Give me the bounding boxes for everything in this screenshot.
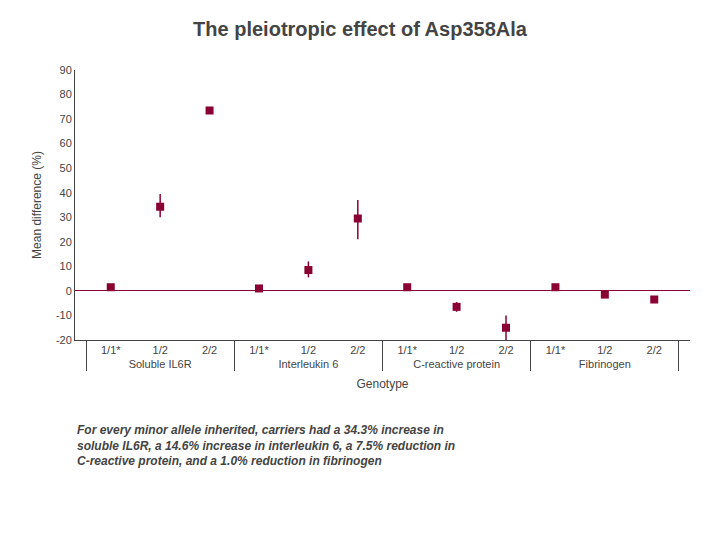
svg-text:10: 10 bbox=[60, 260, 72, 272]
svg-text:20: 20 bbox=[60, 236, 72, 248]
svg-text:Mean difference (%): Mean difference (%) bbox=[30, 151, 44, 259]
svg-text:1/2: 1/2 bbox=[597, 344, 612, 356]
svg-text:70: 70 bbox=[60, 113, 72, 125]
svg-text:60: 60 bbox=[60, 137, 72, 149]
svg-text:30: 30 bbox=[60, 211, 72, 223]
svg-text:Soluble IL6R: Soluble IL6R bbox=[129, 358, 192, 370]
svg-text:40: 40 bbox=[60, 187, 72, 199]
svg-text:1/2: 1/2 bbox=[449, 344, 464, 356]
svg-text:-20: -20 bbox=[56, 334, 72, 346]
svg-text:0: 0 bbox=[66, 285, 72, 297]
svg-text:1/1*: 1/1* bbox=[397, 344, 417, 356]
svg-text:2/2: 2/2 bbox=[498, 344, 513, 356]
svg-text:1/2: 1/2 bbox=[301, 344, 316, 356]
svg-text:80: 80 bbox=[60, 88, 72, 100]
svg-text:2/2: 2/2 bbox=[350, 344, 365, 356]
svg-text:50: 50 bbox=[60, 162, 72, 174]
svg-text:1/2: 1/2 bbox=[153, 344, 168, 356]
svg-text:C-reactive protein: C-reactive protein bbox=[413, 358, 500, 370]
svg-text:Genotype: Genotype bbox=[356, 377, 408, 391]
svg-text:1/1*: 1/1* bbox=[546, 344, 566, 356]
svg-text:Interleukin 6: Interleukin 6 bbox=[278, 358, 338, 370]
svg-text:2/2: 2/2 bbox=[647, 344, 662, 356]
svg-text:Fibrinogen: Fibrinogen bbox=[579, 358, 631, 370]
svg-text:1/1*: 1/1* bbox=[101, 344, 121, 356]
svg-text:The pleiotropic effect of Asp3: The pleiotropic effect of Asp358Ala bbox=[193, 18, 528, 40]
svg-text:-10: -10 bbox=[56, 309, 72, 321]
svg-text:2/2: 2/2 bbox=[202, 344, 217, 356]
svg-text:90: 90 bbox=[60, 64, 72, 76]
svg-text:1/1*: 1/1* bbox=[249, 344, 269, 356]
svg-text:For every minor allele inherit: For every minor allele inherited, carrie… bbox=[77, 423, 455, 468]
